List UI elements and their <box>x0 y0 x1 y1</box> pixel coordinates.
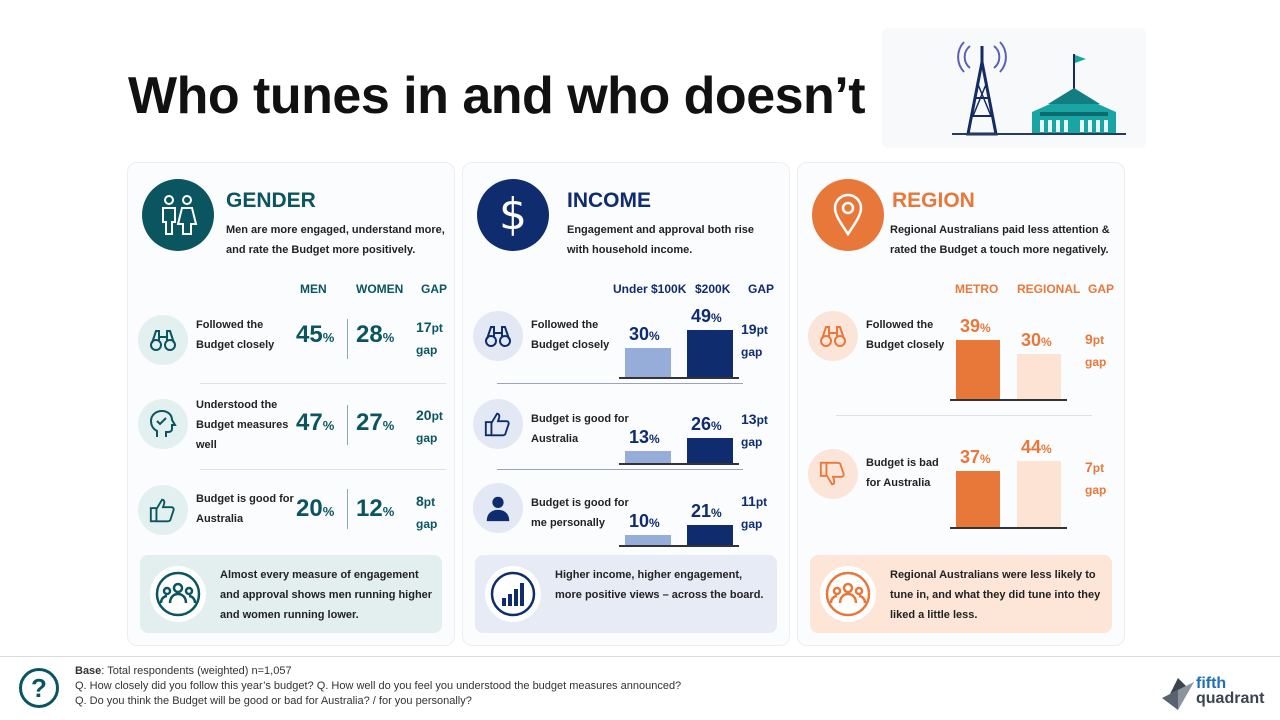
col-header-gap: GAP <box>748 282 775 296</box>
bar-label-under-100k: 10% <box>629 511 660 531</box>
thumbs-up-icon <box>138 485 188 535</box>
bar-label-regional: 44% <box>1021 437 1052 457</box>
region-title: REGION <box>892 189 975 212</box>
location-pin-icon <box>812 179 884 251</box>
men-value: 47% <box>296 409 335 436</box>
person-icon <box>473 483 523 533</box>
bar-under-100k <box>625 348 671 377</box>
gender-title: GENDER <box>226 189 316 212</box>
region-summary-box: Regional Australians were less likely to… <box>810 555 1112 633</box>
income-panel: $ INCOME Engagement and approval both ri… <box>462 162 790 646</box>
bar-label-metro: 37% <box>960 447 991 467</box>
income-title: INCOME <box>567 189 651 212</box>
bar-label-regional: 30% <box>1021 330 1052 350</box>
gap-value: 17pt gap <box>416 319 443 357</box>
men-value: 45% <box>296 321 335 348</box>
bar-regional <box>1017 461 1061 527</box>
row-label: Budget is bad for Australia <box>866 457 939 489</box>
bar-label-metro: 39% <box>960 316 991 336</box>
women-value: 27% <box>356 409 395 436</box>
base-notes: Base: Total respondents (weighted) n=1,0… <box>75 665 682 707</box>
bar-label-200k: 49% <box>691 306 722 326</box>
group-icon <box>820 566 876 622</box>
bar-metro <box>956 340 1000 399</box>
gap-value: 7pt gap <box>1085 459 1107 497</box>
thumbs-down-icon <box>808 449 858 499</box>
col-header-regional: REGIONAL <box>1017 282 1081 296</box>
dollar-icon: $ <box>477 179 549 251</box>
gender-summary-box: Almost every measure of engagement and a… <box>140 555 442 633</box>
row-label: Budget is good for Australia <box>196 493 294 525</box>
col-header-under-100k: Under $100K <box>613 282 687 296</box>
thumbs-up-icon <box>473 399 523 449</box>
gap-value: 9pt gap <box>1085 331 1107 369</box>
women-value: 28% <box>356 321 395 348</box>
bar-regional <box>1017 354 1061 399</box>
bar-label-under-100k: 30% <box>629 324 660 344</box>
gap-value: 11pt gap <box>741 493 768 531</box>
row-label: Followed the Budget closely <box>866 319 945 351</box>
col-header-gap: GAP <box>1088 282 1115 296</box>
row-label: Budget is good for Australia <box>531 413 629 445</box>
bar-chart-icon <box>485 566 541 622</box>
bar-200k <box>687 330 733 377</box>
region-description: Regional Australians paid less attention… <box>890 224 1110 256</box>
gap-value: 19pt gap <box>741 321 768 359</box>
col-header-200k: $200K <box>695 282 731 296</box>
fifth-quadrant-logo: fifth quadrant <box>1160 676 1270 712</box>
gap-value: 8pt gap <box>416 493 438 531</box>
bar-200k <box>687 438 733 463</box>
group-icon <box>150 566 206 622</box>
row-label: Budget is good for me personally <box>531 497 629 529</box>
bar-label-200k: 21% <box>691 501 722 521</box>
bar-metro <box>956 471 1000 527</box>
women-value: 12% <box>356 495 395 522</box>
tower-parliament-illustration <box>882 28 1146 148</box>
bar-under-100k <box>625 535 671 545</box>
col-header-women: WOMEN <box>356 282 404 296</box>
bar-label-under-100k: 13% <box>629 427 660 447</box>
page-title: Who tunes in and who doesn’t <box>128 67 866 125</box>
gender-summary-text: Almost every measure of engagement and a… <box>220 569 433 621</box>
region-panel: REGION Regional Australians paid less at… <box>797 162 1125 646</box>
col-header-men: MEN <box>300 282 327 296</box>
row-label: Understood the Budget measures well <box>196 399 289 451</box>
row-label: Followed the Budget closely <box>196 319 275 351</box>
binoculars-icon <box>138 315 188 365</box>
men-value: 20% <box>296 495 335 522</box>
gap-value: 13pt gap <box>741 411 768 449</box>
bar-200k <box>687 525 733 545</box>
region-summary-text: Regional Australians were less likely to… <box>890 569 1101 621</box>
income-summary-box: Higher income, higher engagement, more p… <box>475 555 777 633</box>
col-header-gap: GAP <box>421 282 448 296</box>
income-description: Engagement and approval both rise with h… <box>567 224 755 256</box>
gap-value: 20pt gap <box>416 407 443 445</box>
binoculars-icon <box>808 311 858 361</box>
income-summary-text: Higher income, higher engagement, more p… <box>555 569 764 601</box>
bar-label-200k: 26% <box>691 414 722 434</box>
col-header-metro: METRO <box>955 282 999 296</box>
binoculars-icon <box>473 311 523 361</box>
gender-panel: GENDER Men are more engaged, understand … <box>127 162 455 646</box>
head-check-icon <box>138 399 188 449</box>
bar-under-100k <box>625 451 671 463</box>
man-woman-icon <box>142 179 214 251</box>
question-mark-icon: ? <box>19 668 59 708</box>
gender-description: Men are more engaged, understand more, a… <box>226 224 445 256</box>
row-label: Followed the Budget closely <box>531 319 610 351</box>
